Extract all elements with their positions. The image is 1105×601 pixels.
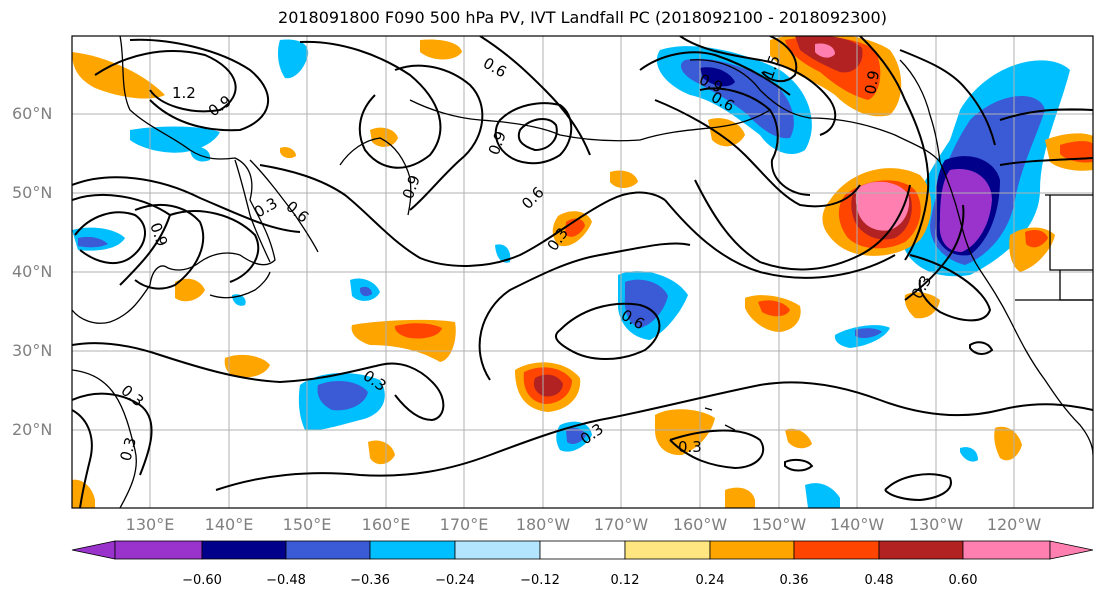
contour-label: 1.2 bbox=[172, 84, 196, 102]
lon-label: 160°W bbox=[672, 515, 728, 534]
lon-label: 150°W bbox=[751, 515, 807, 534]
colorbar-bin bbox=[201, 540, 287, 560]
hawaii-west-darkred bbox=[533, 374, 563, 397]
contour-label: 0.3 bbox=[251, 194, 281, 222]
lon-label: 150°E bbox=[282, 515, 332, 534]
south-orange-6 bbox=[725, 487, 755, 508]
colorbar-min-arrow bbox=[71, 540, 116, 560]
ne-pacific-purple-region bbox=[939, 169, 992, 252]
colorbar-bin bbox=[709, 540, 795, 560]
colorbar-bin bbox=[369, 540, 456, 560]
south-orange-4 bbox=[785, 428, 812, 449]
contour-label: 0.3 bbox=[678, 438, 702, 456]
lon-label: 170°E bbox=[439, 515, 489, 534]
small-orange-3 bbox=[708, 118, 745, 147]
lon-label: 180°W bbox=[515, 515, 571, 534]
kamchatka-orange-region bbox=[370, 127, 398, 147]
contour-label: 0.3 bbox=[116, 435, 140, 463]
goa-pink-region bbox=[855, 181, 910, 231]
colorbar-label: −0.36 bbox=[350, 573, 390, 588]
lat-label: 40°N bbox=[12, 262, 53, 281]
contour-label: 0.9 bbox=[399, 173, 424, 202]
lon-label: 140°E bbox=[204, 515, 254, 534]
south-blue-region bbox=[317, 380, 368, 411]
bering-navy-region bbox=[700, 67, 735, 87]
colorbar-bin bbox=[962, 540, 1051, 560]
alaska-pink-region bbox=[815, 43, 835, 58]
mid-blue-east bbox=[360, 286, 372, 297]
colorbar-bin bbox=[285, 540, 371, 560]
colorbar-label: −0.12 bbox=[520, 573, 560, 588]
colorbar-bin bbox=[114, 540, 203, 560]
colorbar-label: −0.60 bbox=[182, 573, 222, 588]
colorbar-label: −0.48 bbox=[266, 573, 306, 588]
lat-label: 60°N bbox=[12, 104, 53, 123]
lon-label: 130°W bbox=[908, 515, 964, 534]
south-orange-2 bbox=[368, 440, 395, 465]
south-blue-2 bbox=[566, 428, 586, 444]
colorbar-bin bbox=[624, 540, 711, 560]
colorbar-label: 0.36 bbox=[779, 573, 809, 588]
contour-label: 0.6 bbox=[282, 197, 312, 226]
colorbar-label: 0.24 bbox=[695, 573, 725, 588]
ca-orange bbox=[904, 292, 940, 319]
west-top-orange-region bbox=[72, 52, 165, 99]
lat-label: 30°N bbox=[12, 341, 53, 360]
south-cyan-3 bbox=[960, 447, 978, 462]
small-orange-1 bbox=[280, 147, 296, 159]
mid-red-2 bbox=[394, 323, 442, 339]
small-cyan-mid bbox=[495, 244, 511, 263]
arctic-orange-region bbox=[420, 39, 462, 60]
japan-orange-region bbox=[175, 278, 205, 302]
lon-label: 130°E bbox=[125, 515, 175, 534]
graticule bbox=[72, 36, 1093, 508]
small-orange-2 bbox=[610, 170, 638, 188]
coastlines bbox=[72, 36, 1093, 508]
east-mid-red bbox=[758, 300, 790, 317]
colorbar-bin bbox=[878, 540, 964, 560]
lat-label: 50°N bbox=[12, 183, 53, 202]
nw-us-red bbox=[1060, 141, 1093, 163]
pv-contours bbox=[72, 36, 1093, 508]
west-blue-region bbox=[78, 236, 108, 248]
colorbar-label: 0.48 bbox=[864, 573, 894, 588]
lat-label: 20°N bbox=[12, 420, 53, 439]
baja-red bbox=[1025, 230, 1048, 248]
colorbar-bin bbox=[454, 540, 541, 560]
lon-label: 120°W bbox=[986, 515, 1042, 534]
colorbar-bin bbox=[793, 540, 880, 560]
contour-label: 0.6 bbox=[480, 54, 510, 82]
south-orange-1 bbox=[224, 354, 270, 378]
lon-label: 160°E bbox=[361, 515, 411, 534]
colorbar-label: 0.60 bbox=[948, 573, 978, 588]
lon-label: 140°W bbox=[829, 515, 885, 534]
colorbar-bin bbox=[539, 540, 626, 560]
colorbar bbox=[71, 540, 1094, 560]
colorbar-label: 0.12 bbox=[610, 573, 640, 588]
colorbar-label: −0.24 bbox=[435, 573, 475, 588]
colorbar-max-arrow bbox=[1049, 540, 1094, 560]
south-orange-5 bbox=[994, 426, 1022, 461]
sw-corner-orange bbox=[72, 479, 95, 508]
contour-label: 0.9 bbox=[205, 92, 235, 120]
lon-label: 170°W bbox=[593, 515, 649, 534]
nw-cyan-small-region bbox=[190, 146, 211, 162]
contour-label: 0.9 bbox=[861, 69, 883, 96]
arctic-cyan-region bbox=[277, 39, 309, 79]
east-mid-blue bbox=[855, 328, 882, 339]
south-cyan-4 bbox=[805, 483, 840, 508]
map-frame bbox=[71, 35, 1094, 509]
map-title: 2018091800 F090 500 hPa PV, IVT Landfall… bbox=[278, 8, 887, 27]
